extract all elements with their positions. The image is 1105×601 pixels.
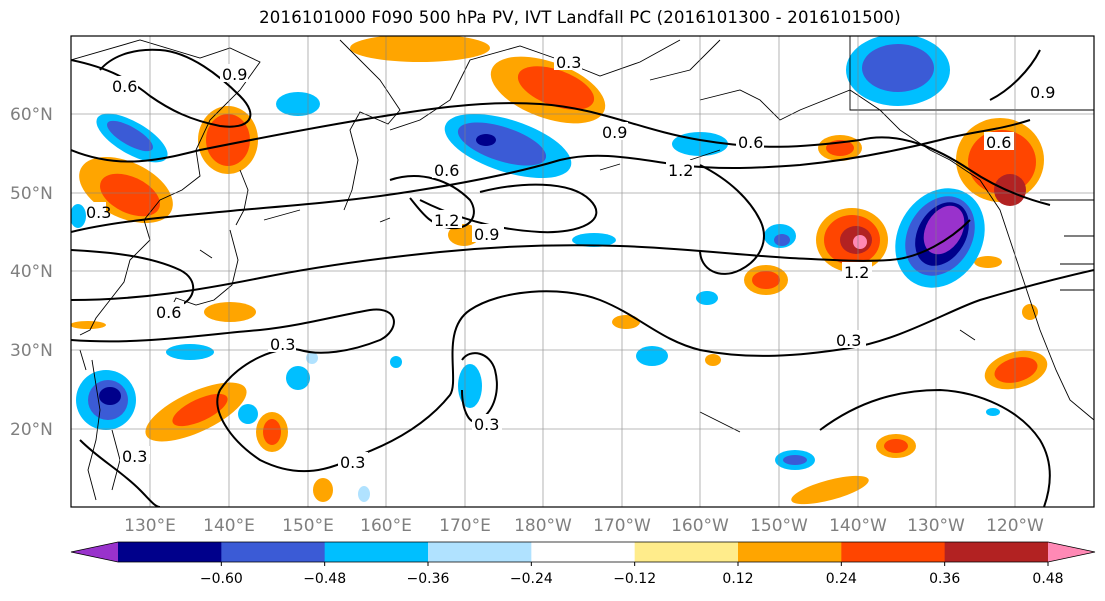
- contour-labels: 0.6 0.9 0.3 0.9 0.6 0.6 1.2 0.9 1.2 0.6 …: [86, 52, 1055, 472]
- coastlines: [71, 36, 1094, 501]
- colorbar-tick-label: 0.36: [929, 571, 960, 587]
- lon-label: 150°E: [282, 516, 334, 536]
- contour-label: 0.3: [556, 53, 581, 72]
- contour-label: 0.9: [474, 225, 499, 244]
- map-frame: [70, 35, 1095, 508]
- colorbar-tick-label: −0.60: [200, 571, 243, 587]
- contour-label: 0.9: [222, 65, 247, 84]
- lon-label: 140°E: [203, 516, 255, 536]
- colorbar-segment: [738, 542, 842, 562]
- contour-label: 0.6: [738, 133, 763, 152]
- lat-label: 50°N: [10, 184, 53, 204]
- colorbar-segment: [428, 542, 532, 562]
- lon-label: 130°W: [907, 516, 965, 536]
- lat-label: 20°N: [10, 420, 53, 440]
- contour-label: 1.2: [844, 263, 869, 282]
- colorbar-tick-label: −0.36: [407, 571, 450, 587]
- contour-label: 0.3: [122, 447, 147, 466]
- colorbar-tick-label: −0.24: [510, 571, 553, 587]
- lon-label: 170°W: [593, 516, 651, 536]
- lat-label: 60°N: [10, 105, 53, 125]
- contour-label: 0.6: [986, 133, 1011, 152]
- lon-label: 160°W: [671, 516, 729, 536]
- contour-label: 1.2: [434, 211, 459, 230]
- contour-label: 0.6: [156, 303, 181, 322]
- colorbar-tick-label: 0.12: [722, 571, 753, 587]
- map-title: 2016101000 F090 500 hPa PV, IVT Landfall…: [259, 8, 901, 27]
- contour-label: 0.3: [270, 335, 295, 354]
- colorbar-segment: [944, 542, 1049, 562]
- colorbar-tick-label: −0.12: [613, 571, 656, 587]
- colorbar-segment: [841, 542, 946, 562]
- graticule: [71, 36, 1094, 507]
- contour-label: 0.3: [86, 203, 111, 222]
- contour-label: 0.6: [434, 161, 459, 180]
- lon-label: 140°W: [829, 516, 887, 536]
- lon-label: 150°W: [750, 516, 808, 536]
- pv-contours: [71, 48, 1094, 507]
- lon-label: 170°E: [439, 516, 491, 536]
- contour-label: 0.6: [112, 77, 137, 96]
- colorbar-segment: [221, 542, 326, 562]
- colorbar-tick-label: −0.48: [303, 571, 346, 587]
- lon-label: 120°W: [986, 516, 1044, 536]
- contour-label: 0.9: [1030, 83, 1055, 102]
- colorbar-extension-high: [1048, 542, 1095, 562]
- pv-anomaly-shading: [71, 36, 1048, 505]
- colorbar-segment: [324, 542, 429, 562]
- colorbar-segment: [531, 542, 636, 562]
- contour-label: 0.3: [836, 331, 861, 350]
- colorbar-segment: [118, 542, 222, 562]
- lat-label: 30°N: [10, 341, 53, 361]
- contour-label: 0.3: [474, 415, 499, 434]
- contour-label: 0.3: [340, 453, 365, 472]
- longitude-labels: 130°E 140°E 150°E 160°E 170°E 180°W 170°…: [124, 516, 1044, 536]
- latitude-labels: 60°N 50°N 40°N 30°N 20°N: [10, 105, 53, 440]
- colorbar-extension-low: [71, 542, 118, 562]
- colorbar-outline: [70, 541, 1096, 563]
- colorbar-tick-label: 0.24: [826, 571, 857, 587]
- colorbar: −0.60 −0.48 −0.36 −0.24 −0.12 0.12 0.24 0.36 0.4…: [70, 541, 1096, 587]
- contour-label: 1.2: [668, 161, 693, 180]
- lon-label: 130°E: [124, 516, 176, 536]
- lon-label: 180°W: [514, 516, 572, 536]
- lat-label: 40°N: [10, 262, 53, 282]
- colorbar-tick-label: 0.48: [1032, 571, 1063, 587]
- lon-label: 160°E: [360, 516, 412, 536]
- contour-label: 0.9: [602, 123, 627, 142]
- colorbar-segment: [634, 542, 739, 562]
